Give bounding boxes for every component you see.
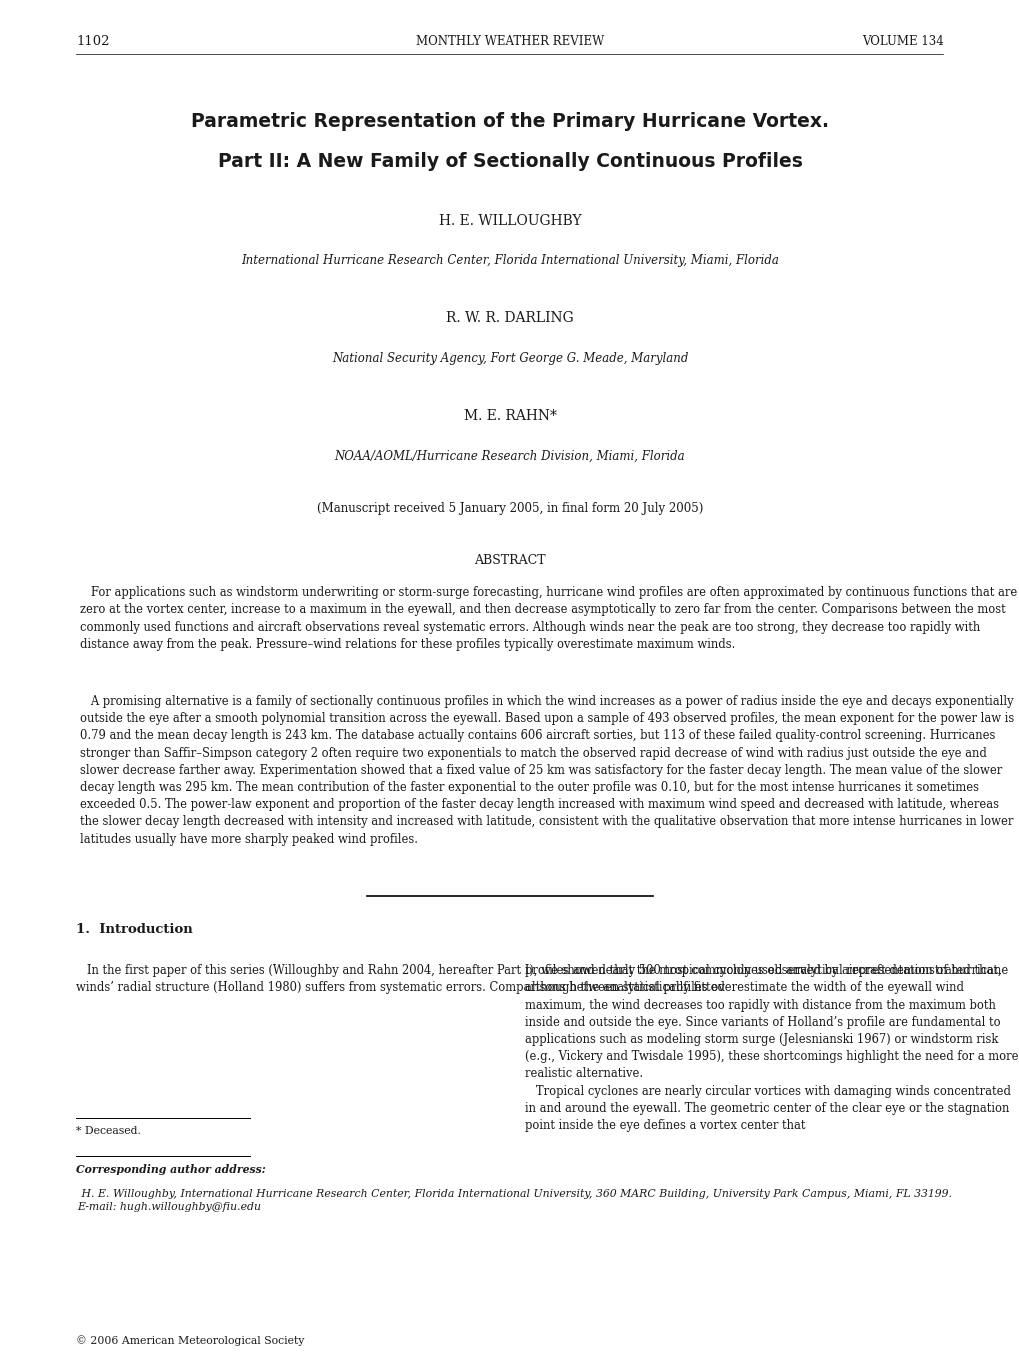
Text: R. W. R. DARLING: R. W. R. DARLING (445, 311, 574, 325)
Text: Parametric Representation of the Primary Hurricane Vortex.: Parametric Representation of the Primary… (191, 112, 828, 131)
Text: profiles and nearly 500 tropical cyclones observed by aircraft demonstrated that: profiles and nearly 500 tropical cyclone… (525, 964, 1018, 1132)
Text: * Deceased.: * Deceased. (76, 1126, 142, 1136)
Text: VOLUME 134: VOLUME 134 (861, 35, 943, 49)
Text: (Manuscript received 5 January 2005, in final form 20 July 2005): (Manuscript received 5 January 2005, in … (317, 502, 702, 515)
Text: MONTHLY WEATHER REVIEW: MONTHLY WEATHER REVIEW (416, 35, 603, 49)
Text: 1.  Introduction: 1. Introduction (76, 923, 193, 937)
Text: M. E. RAHN*: M. E. RAHN* (463, 409, 556, 423)
Text: International Hurricane Research Center, Florida International University, Miami: International Hurricane Research Center,… (240, 254, 779, 268)
Text: © 2006 American Meteorological Society: © 2006 American Meteorological Society (76, 1336, 305, 1346)
Text: Corresponding author address:: Corresponding author address: (76, 1164, 266, 1175)
Text: ABSTRACT: ABSTRACT (474, 554, 545, 567)
Text: NOAA/AOML/Hurricane Research Division, Miami, Florida: NOAA/AOML/Hurricane Research Division, M… (334, 450, 685, 464)
Text: 1102: 1102 (76, 35, 110, 49)
Text: H. E. WILLOUGHBY: H. E. WILLOUGHBY (438, 214, 581, 227)
Text: A promising alternative is a family of sectionally continuous profiles in which : A promising alternative is a family of s… (79, 695, 1013, 846)
Text: In the first paper of this series (Willoughby and Rahn 2004, hereafter Part I), : In the first paper of this series (Willo… (76, 964, 1008, 994)
Text: H. E. Willoughby, International Hurricane Research Center, Florida International: H. E. Willoughby, International Hurrican… (77, 1189, 951, 1212)
Text: National Security Agency, Fort George G. Meade, Maryland: National Security Agency, Fort George G.… (331, 352, 688, 366)
Text: For applications such as windstorm underwriting or storm-surge forecasting, hurr: For applications such as windstorm under… (79, 586, 1016, 650)
Text: Part II: A New Family of Sectionally Continuous Profiles: Part II: A New Family of Sectionally Con… (217, 152, 802, 171)
